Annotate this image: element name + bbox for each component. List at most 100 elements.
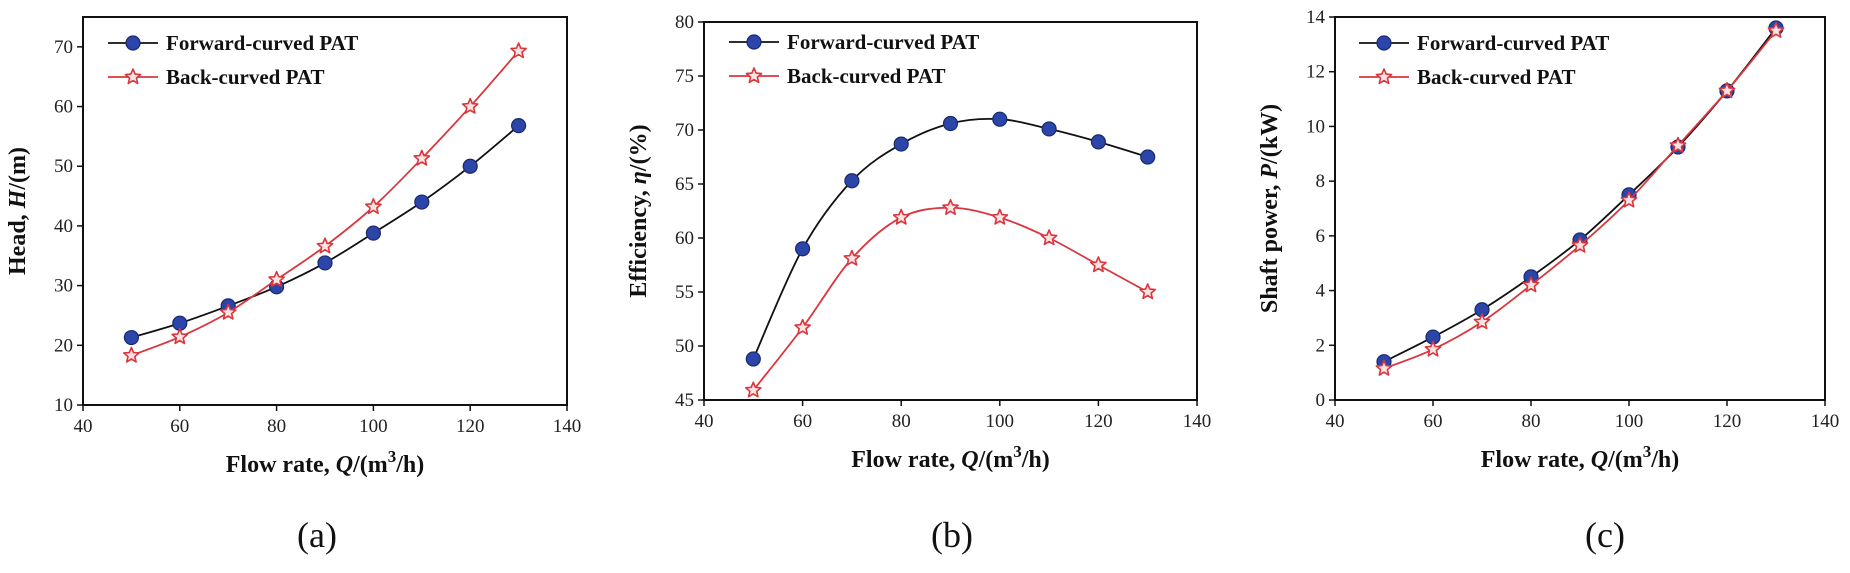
forward-curved-point: [794, 241, 811, 257]
series-line-back-curved: [752, 206, 1149, 391]
x-tick-label: 100: [1615, 411, 1644, 432]
back-curved-point: [1767, 21, 1785, 38]
series-line-forward-curved: [752, 118, 1148, 360]
plot-frame: [82, 16, 568, 406]
forward-curved-point: [414, 194, 430, 210]
x-tick-label: 100: [986, 411, 1015, 432]
y-tick-label: 10: [1306, 116, 1325, 137]
legend-marker: [745, 67, 763, 84]
y-tick-label: 30: [54, 276, 73, 297]
x-tick-label: 80: [267, 416, 286, 437]
y-axis-title: Shaft power, P/(kW): [1257, 104, 1283, 313]
y-tick-label: 4: [1316, 281, 1326, 302]
x-axis-title: Flow rate, Q/(m3/h): [1481, 442, 1679, 473]
legend-marker: [124, 68, 142, 85]
x-tick-label: 140: [1811, 411, 1840, 432]
legend-label: Back-curved PAT: [787, 64, 945, 88]
forward-curved-point: [510, 118, 527, 134]
back-curved-point: [510, 42, 528, 59]
series-line-back-curved: [1383, 30, 1777, 370]
forward-curved-point: [365, 225, 381, 241]
panel-label: (b): [931, 515, 973, 555]
x-tick-label: 80: [892, 411, 911, 432]
back-curved-point: [942, 198, 959, 216]
forward-curved-point: [123, 329, 139, 346]
back-curved-point: [843, 249, 861, 266]
x-tick-label: 40: [74, 416, 93, 437]
x-tick-label: 60: [793, 411, 812, 432]
back-curved-point: [122, 346, 140, 363]
forward-curved-point: [942, 115, 959, 132]
legend-label: Back-curved PAT: [1417, 65, 1575, 89]
x-tick-label: 100: [359, 416, 388, 437]
x-tick-label: 40: [1326, 411, 1345, 432]
series-line-forward-curved: [131, 124, 520, 339]
y-tick-label: 14: [1306, 7, 1326, 28]
legend-marker: [125, 35, 141, 51]
y-tick-label: 40: [54, 216, 73, 237]
legend-label: Forward-curved PAT: [1417, 31, 1609, 55]
forward-curved-point: [893, 136, 909, 152]
back-curved-point: [1718, 82, 1736, 99]
forward-curved-point: [1140, 149, 1156, 165]
y-tick-label: 45: [675, 390, 694, 411]
x-tick-label: 140: [553, 416, 582, 437]
y-tick-label: 20: [54, 335, 73, 356]
back-curved-point: [1139, 283, 1157, 300]
back-curved-point: [1620, 191, 1638, 208]
back-curved-point: [794, 318, 812, 335]
panel-label: (a): [297, 515, 337, 555]
back-curved-point: [1040, 229, 1058, 246]
back-curved-point: [364, 198, 382, 215]
x-tick-label: 60: [170, 416, 189, 437]
back-curved-point: [991, 208, 1009, 225]
forward-curved-point: [172, 315, 188, 331]
back-curved-point: [1522, 276, 1540, 293]
back-curved-point: [1571, 236, 1589, 253]
y-tick-label: 50: [54, 156, 73, 177]
x-axis-title: Flow rate, Q/(m3/h): [226, 447, 424, 478]
y-axis-title: Efficiency, η/(%): [626, 124, 652, 297]
y-tick-label: 10: [54, 395, 73, 416]
x-tick-label: 120: [1084, 411, 1113, 432]
back-curved-point: [1669, 136, 1687, 153]
back-curved-point: [1473, 313, 1491, 330]
y-tick-label: 60: [54, 97, 73, 118]
back-curved-point: [744, 381, 762, 398]
back-curved-point: [413, 149, 431, 166]
y-tick-label: 8: [1316, 171, 1326, 192]
forward-curved-point: [317, 255, 333, 271]
back-curved-point: [1424, 340, 1442, 357]
y-tick-label: 50: [675, 336, 694, 357]
x-tick-label: 60: [1424, 411, 1443, 432]
back-curved-point: [1375, 359, 1393, 376]
back-curved-point: [268, 270, 286, 287]
series-line-back-curved: [131, 50, 520, 357]
y-tick-label: 80: [675, 12, 694, 33]
x-tick-label: 140: [1183, 411, 1212, 432]
forward-curved-point: [1041, 121, 1057, 137]
y-tick-label: 70: [675, 120, 694, 141]
plot-frame: [1334, 16, 1826, 401]
legend-label: Forward-curved PAT: [166, 31, 358, 55]
chart-panel-2: 40 60 80 100 120 140 45 50 55 60 65 70 75 80 Flow rate…: [626, 12, 1211, 473]
legend-marker: [1375, 68, 1393, 85]
forward-curved-point: [1090, 134, 1107, 150]
forward-curved-point: [844, 173, 860, 189]
chart-panel-1: 40 60 80 100 120 140 10 20 30 40 50 60 70 Flow rate, …: [5, 16, 582, 478]
y-tick-label: 70: [54, 37, 73, 58]
plot-frame: [703, 21, 1198, 401]
legend-label: Forward-curved PAT: [787, 30, 979, 54]
legend-marker: [746, 34, 762, 50]
legend-label: Back-curved PAT: [166, 65, 324, 89]
y-tick-label: 60: [675, 228, 694, 249]
y-tick-label: 65: [675, 174, 694, 195]
forward-curved-point: [462, 158, 478, 174]
y-axis-title: Head, H/(m): [5, 147, 31, 275]
back-curved-point: [892, 208, 910, 225]
legend-marker: [1376, 35, 1392, 51]
forward-curved-point: [745, 351, 761, 367]
x-axis-title: Flow rate, Q/(m3/h): [851, 442, 1049, 473]
back-curved-point: [1089, 256, 1107, 273]
